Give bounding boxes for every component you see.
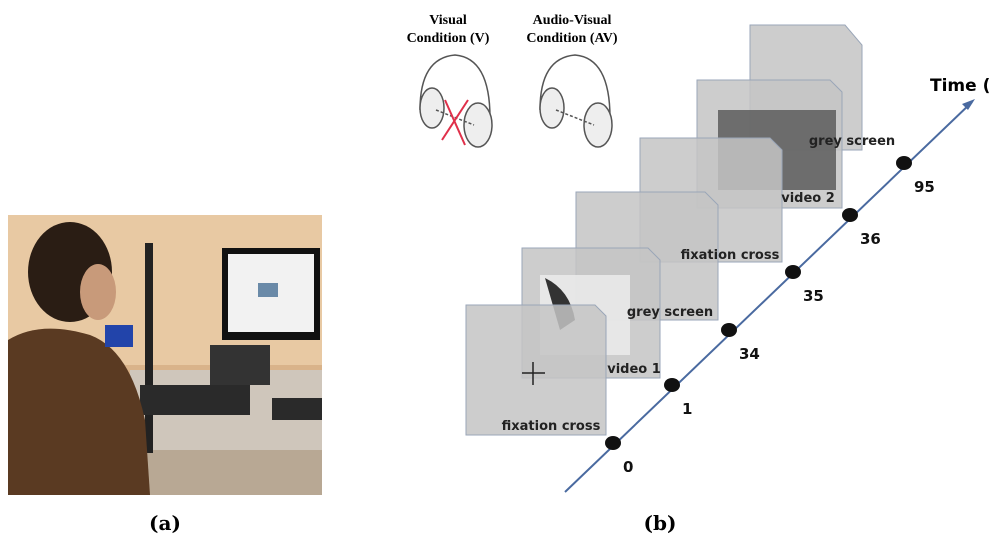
time-marker — [664, 378, 680, 392]
time-label: 1 — [682, 400, 692, 418]
photo — [8, 215, 322, 495]
axis-label: Time (s) — [930, 76, 989, 96]
screen-label: video 1 — [607, 362, 661, 377]
time-marker — [896, 156, 912, 170]
figure-canvas: (a) VisualCondition (V) Audio-VisualCond… — [0, 0, 989, 545]
figure: (a) VisualCondition (V) Audio-VisualCond… — [0, 0, 989, 545]
time-label: 35 — [803, 287, 824, 305]
screen-label: fixation cross — [681, 248, 780, 263]
caption: (b) — [644, 511, 677, 535]
time-label: 34 — [739, 345, 760, 363]
screen-panel — [466, 305, 606, 435]
time-marker — [721, 323, 737, 337]
caption: (a) — [149, 511, 181, 535]
time-marker — [785, 265, 801, 279]
time-label: 36 — [860, 230, 881, 248]
headphones-icon — [540, 55, 612, 147]
screen-label: grey screen — [809, 134, 895, 149]
time-marker — [842, 208, 858, 222]
screen-label: video 2 — [781, 191, 835, 206]
screen-label: fixation cross — [502, 419, 601, 434]
time-label: 0 — [623, 458, 633, 476]
screen-label: grey screen — [627, 305, 713, 320]
headphones-icon — [420, 55, 492, 147]
time-label: 95 — [914, 178, 935, 196]
time-marker — [605, 436, 621, 450]
